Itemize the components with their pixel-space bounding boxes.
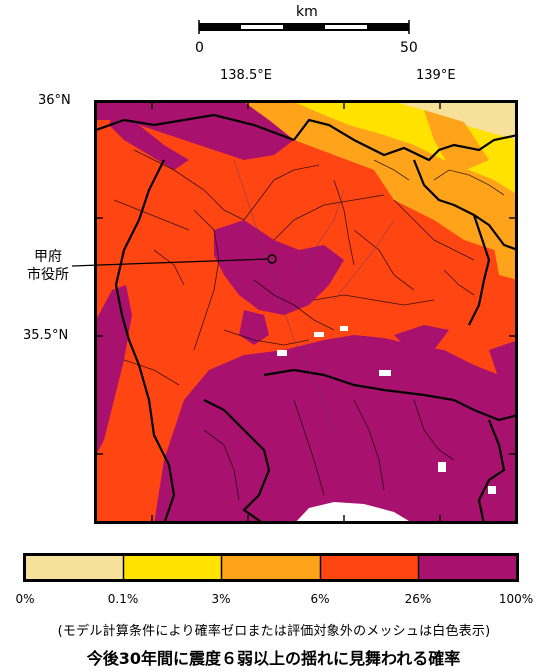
legend-tick-0: 0% [15,592,35,606]
zero-mesh-5 [438,462,446,472]
scale-end: 50 [400,40,418,56]
city-leader-line [71,258,269,267]
region-purple-south-b [394,325,449,350]
graticule-ticks [96,102,516,522]
scale-bar [198,20,410,34]
prefecture-boundaries [96,113,516,522]
city-label-line1: 甲府 [34,249,62,265]
legend-bin-1 [123,554,222,581]
lat-label-35-5: 35.5°N [23,328,69,343]
legend-tick-3: 6% [310,592,330,606]
map-frame [94,100,518,524]
scale-unit: km [296,4,318,20]
zero-mesh-4 [379,370,391,376]
legend-tick-4: 26% [404,592,432,606]
zero-mesh-2 [314,332,324,337]
city-label: 甲府 市役所 [18,248,78,284]
region-purple-west [96,285,132,455]
region-purple-south [154,335,516,522]
legend-tick-1: 0.1% [107,592,139,606]
region-purple-nw-strip [109,110,189,170]
zero-mesh-3 [340,326,348,331]
scale-start: 0 [195,40,204,56]
legend-bin-2 [221,554,321,581]
region-orange-east [489,201,516,280]
hazard-map [94,100,518,524]
legend-bin-0 [24,554,124,581]
map-title: 今後30年間に震度６弱以上の揺れに見舞われる確率 [86,649,461,668]
zero-mesh-6 [488,486,496,494]
lat-label-36: 36°N [38,93,71,108]
region-purple-north [96,102,294,160]
city-marker [267,254,277,264]
region-orange-patch [424,110,489,175]
legend-frame [23,553,519,582]
region-purple-basin-tail [239,310,269,345]
region-purple-se [489,340,516,389]
legend-bin-3 [320,554,419,581]
municipal-boundaries [113,149,505,501]
legend-colorbar [23,553,519,582]
city-label-line2: 市役所 [27,267,69,283]
rivers [233,159,395,431]
lon-label-139: 139°E [416,68,456,83]
legend-note: (モデル計算条件により確率ゼロまたは評価対象外のメッシュは白色表示) [57,624,491,639]
legend-tick-5: 100% [498,592,534,606]
lon-label-138-5: 138.5°E [220,68,272,83]
region-purple-basin [214,220,344,315]
legend-tick-2: 3% [211,592,231,606]
legend-bin-4 [418,554,518,581]
zero-mesh-coast [295,502,411,522]
zero-mesh-1 [277,350,287,356]
